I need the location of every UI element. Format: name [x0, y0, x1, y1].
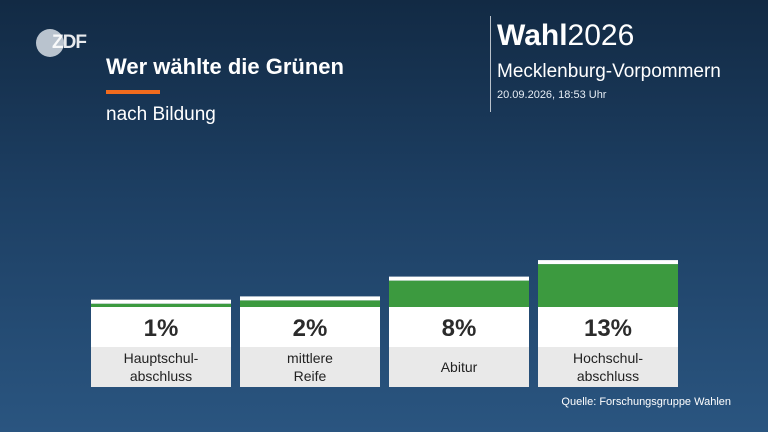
value-box	[538, 307, 678, 347]
category-label: Hauptschul-	[124, 350, 199, 366]
value-box	[389, 307, 529, 347]
brand-year: 2026	[567, 19, 635, 52]
source-note: Quelle: Forschungsgruppe Wahlen	[561, 396, 731, 408]
category-label: abschluss	[130, 368, 192, 384]
value-label: 1%	[144, 315, 179, 342]
category-box	[91, 347, 231, 387]
zdf-logo-circle	[36, 29, 64, 57]
category-label: Hochschul-	[573, 350, 643, 366]
category-label: abschluss	[577, 368, 639, 384]
bar-cap	[389, 276, 529, 281]
bar	[240, 300, 380, 307]
category-label: Abitur	[441, 359, 478, 375]
value-label: 13%	[584, 315, 632, 342]
bar	[538, 264, 678, 307]
bar	[91, 303, 231, 307]
category-box	[538, 347, 678, 387]
title-underline	[106, 90, 160, 94]
zdf-logo: ZDF	[36, 28, 87, 58]
category-label: Reife	[294, 368, 327, 384]
category-label: mittlere	[287, 350, 333, 366]
value-box	[91, 307, 231, 347]
bar-cap	[91, 299, 231, 304]
bar-cap	[240, 296, 380, 301]
timestamp: 20.09.2026, 18:53 Uhr	[497, 89, 607, 101]
value-label: 2%	[293, 315, 328, 342]
election-brand: Wahl2026	[497, 18, 634, 54]
value-label: 8%	[442, 315, 477, 342]
header-divider	[490, 16, 491, 112]
bar-cap	[538, 260, 678, 265]
value-box	[240, 307, 380, 347]
bar	[389, 280, 529, 307]
brand-word: Wahl	[497, 19, 568, 52]
region-name: Mecklenburg-Vorpommern	[497, 61, 721, 82]
category-box	[389, 347, 529, 387]
category-box	[240, 347, 380, 387]
zdf-logo-text: ZDF	[52, 32, 87, 53]
chart-subtitle: nach Bildung	[106, 104, 216, 125]
chart-title: Wer wählte die Grünen	[106, 54, 344, 79]
